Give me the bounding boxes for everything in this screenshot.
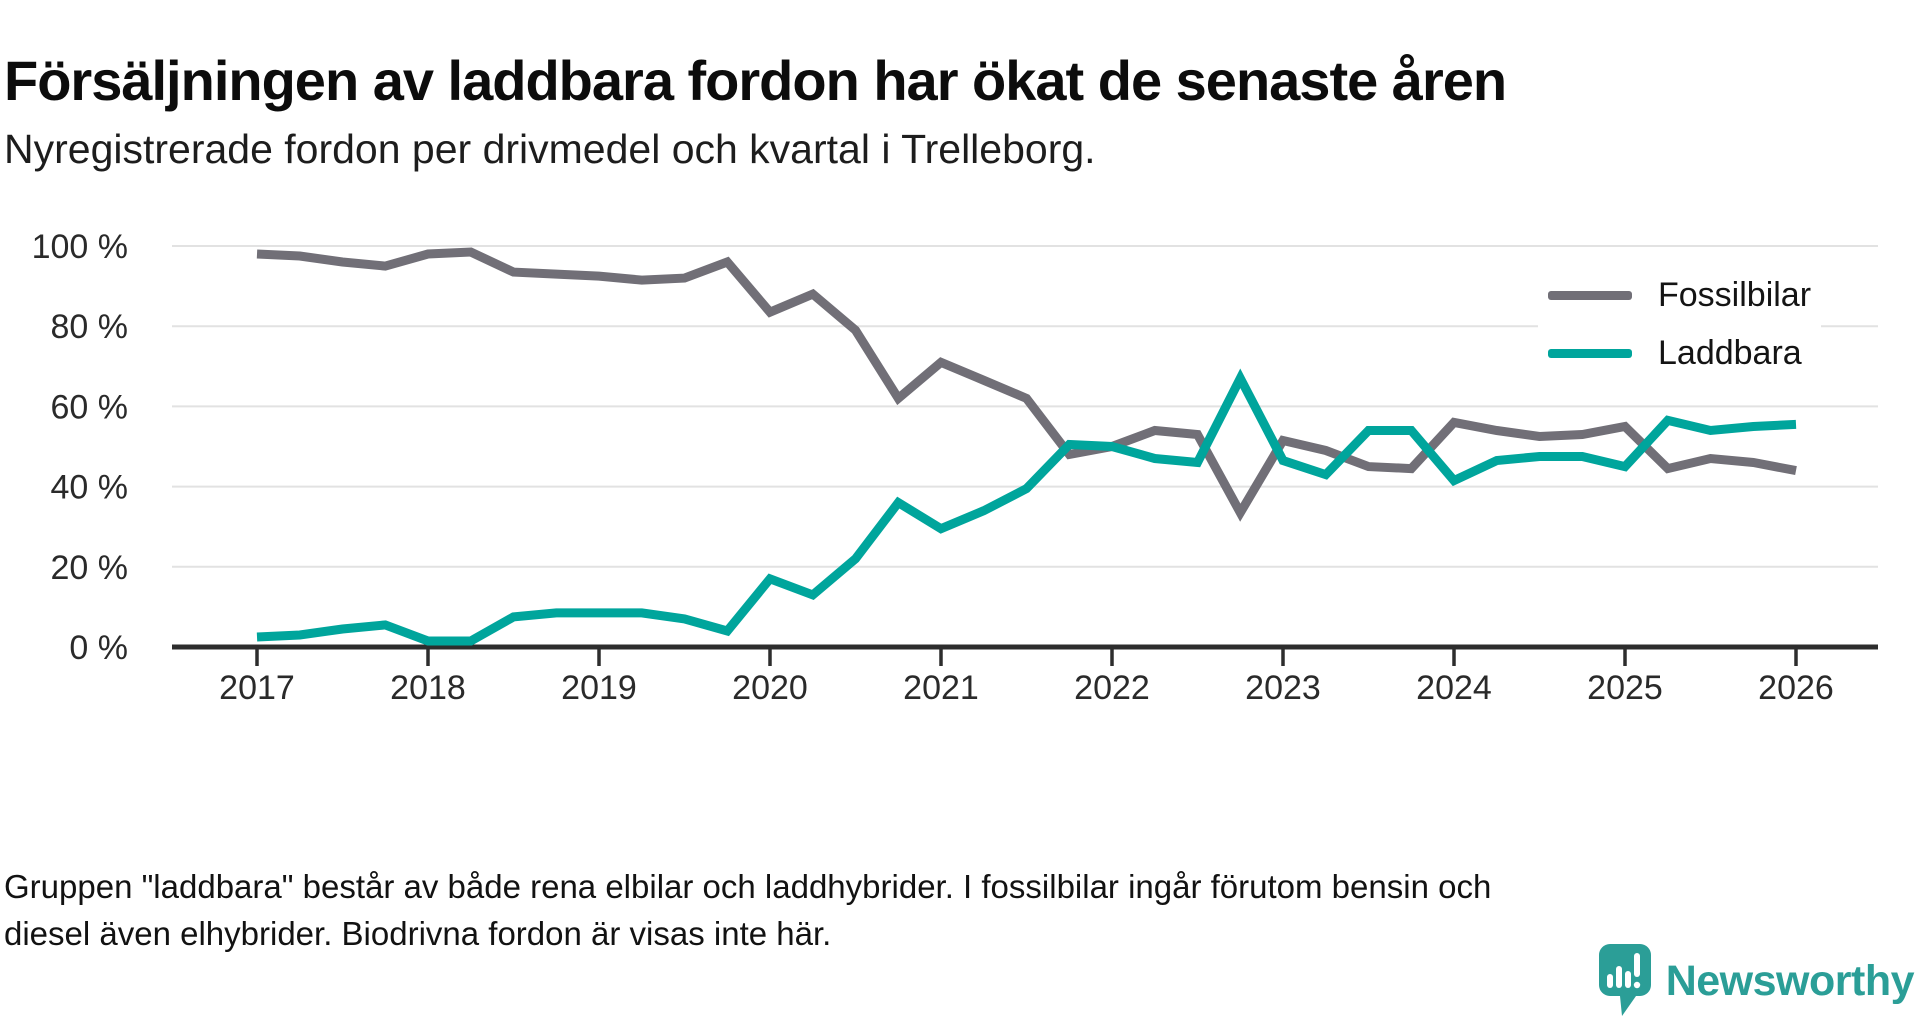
- fossilbilar-line: [256, 247, 1797, 522]
- x-axis-tick-label: 2021: [903, 669, 979, 707]
- legend-label: Fossilbilar: [1658, 275, 1812, 314]
- laddbara-line-swatch: [1548, 348, 1632, 358]
- chart-legend: Fossilbilar Laddbara: [1538, 270, 1822, 382]
- x-axis-tick-label: 2025: [1587, 669, 1663, 707]
- y-axis-tick-label: 20 %: [51, 549, 129, 587]
- legend-item-fossilbilar: Fossilbilar: [1548, 276, 1811, 314]
- y-axis-tick-label: 80 %: [51, 308, 129, 346]
- y-axis-tick-label: 0 %: [69, 629, 128, 667]
- page-title: Försäljningen av laddbara fordon har öka…: [4, 48, 1507, 112]
- chart-footnote: Gruppen "laddbara" består av både rena e…: [4, 868, 1492, 952]
- x-axis-tick-label: 2018: [390, 669, 466, 707]
- legend-label: Laddbara: [1658, 333, 1802, 372]
- x-axis-tick-label: 2020: [732, 669, 808, 707]
- x-axis-tick-label: 2026: [1758, 669, 1834, 707]
- laddbara-line: [256, 368, 1797, 646]
- newsworthy-wordmark: Newsworthy: [1665, 956, 1915, 1005]
- x-axis-tick-label: 2022: [1074, 669, 1150, 707]
- x-axis-tick-label: 2019: [561, 669, 637, 707]
- x-axis-tick-label: 2017: [219, 669, 295, 707]
- x-axis-tick-label: 2024: [1416, 669, 1492, 707]
- y-axis-tick-label: 100 %: [32, 228, 128, 266]
- newsworthy-logo: Newsworthy: [1598, 944, 1915, 1018]
- y-axis-tick-label: 60 %: [51, 388, 129, 426]
- y-axis-tick-label: 40 %: [51, 469, 129, 507]
- x-axis-tick-label: 2023: [1245, 669, 1321, 707]
- chart-subtitle: Nyregistrerade fordon per drivmedel och …: [4, 126, 1096, 172]
- newsworthy-logo-icon: [1598, 944, 1651, 1016]
- line-chart: 0 % 20 % 40 % 60 % 80 % 100 % 2017 2018 2019 2020…: [32, 228, 1878, 707]
- fossilbilar-line-swatch: [1548, 290, 1632, 300]
- legend-item-laddbara: Laddbara: [1548, 334, 1811, 372]
